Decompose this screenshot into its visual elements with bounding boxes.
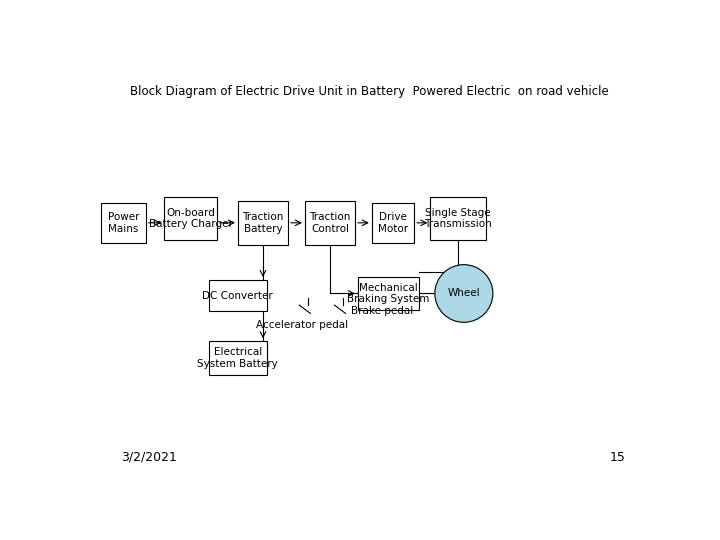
Text: Traction
Control: Traction Control <box>310 212 351 234</box>
Text: Wheel: Wheel <box>448 288 480 299</box>
Text: Block Diagram of Electric Drive Unit in Battery  Powered Electric  on road vehic: Block Diagram of Electric Drive Unit in … <box>130 85 608 98</box>
Text: DC Converter: DC Converter <box>202 291 274 301</box>
Bar <box>372 203 414 242</box>
Text: Brake pedal: Brake pedal <box>351 306 413 316</box>
Text: 15: 15 <box>610 451 626 464</box>
Bar <box>358 277 419 310</box>
Text: Traction
Battery: Traction Battery <box>243 212 284 234</box>
Text: On-board
Battery Charger: On-board Battery Charger <box>148 208 233 230</box>
Text: 3/2/2021: 3/2/2021 <box>121 451 176 464</box>
Bar <box>209 280 267 311</box>
Bar <box>164 197 217 240</box>
Ellipse shape <box>435 265 493 322</box>
Text: Power
Mains: Power Mains <box>108 212 139 234</box>
Bar <box>238 201 288 245</box>
Bar <box>431 197 486 240</box>
Text: Drive
Motor: Drive Motor <box>378 212 408 234</box>
Bar <box>209 341 267 375</box>
Text: Single Stage
Transmission: Single Stage Transmission <box>424 208 492 230</box>
Text: Mechanical
Braking System: Mechanical Braking System <box>347 283 430 305</box>
Bar <box>101 203 145 242</box>
Bar <box>305 201 355 245</box>
Text: Electrical
System Battery: Electrical System Battery <box>197 347 278 369</box>
Text: Accelerator pedal: Accelerator pedal <box>256 320 348 330</box>
